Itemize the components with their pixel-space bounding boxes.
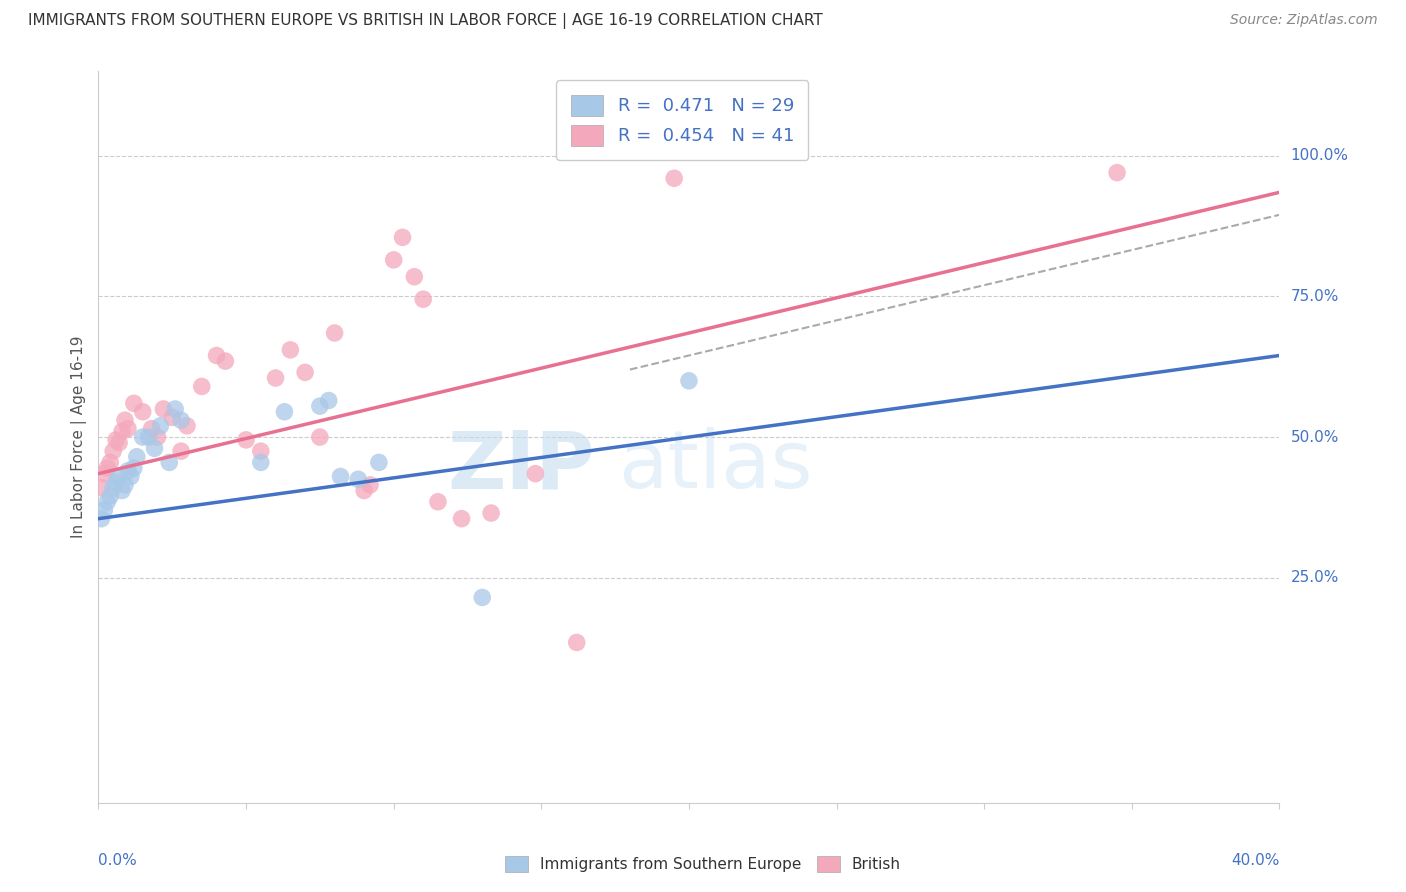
Point [165, 401, 187, 416]
Point [273, 405, 295, 419]
Point [309, 430, 332, 444]
Point [152, 401, 174, 416]
Point [93, 467, 115, 481]
Point [114, 413, 136, 427]
Point [141, 422, 163, 436]
Point [318, 393, 340, 408]
Point [90, 511, 112, 525]
Point [359, 478, 381, 492]
Text: 0.0%: 0.0% [98, 854, 138, 869]
Point [132, 405, 155, 419]
Point [105, 433, 128, 447]
Point [103, 481, 125, 495]
Point [108, 469, 131, 483]
Point [105, 475, 128, 489]
Point [170, 444, 193, 458]
Point [309, 399, 332, 413]
Point [323, 326, 346, 340]
Legend: R =  0.471   N = 29, R =  0.454   N = 41: R = 0.471 N = 29, R = 0.454 N = 41 [557, 80, 808, 160]
Point [664, 171, 686, 186]
Point [235, 433, 257, 447]
Y-axis label: In Labor Force | Age 16-19: In Labor Force | Age 16-19 [72, 335, 87, 539]
Point [132, 430, 155, 444]
Point [125, 450, 148, 464]
Point [114, 478, 136, 492]
Point [329, 469, 352, 483]
Point [117, 464, 139, 478]
Point [678, 374, 700, 388]
Point [1105, 166, 1128, 180]
Point [108, 435, 131, 450]
Point [143, 442, 166, 456]
Text: atlas: atlas [619, 427, 813, 506]
Point [264, 371, 287, 385]
Point [205, 349, 228, 363]
Text: ZIP: ZIP [447, 427, 595, 506]
Point [90, 481, 112, 495]
Point [368, 455, 391, 469]
Point [111, 425, 134, 439]
Point [353, 483, 375, 498]
Point [471, 591, 494, 605]
Point [122, 461, 145, 475]
Point [96, 495, 118, 509]
Point [214, 354, 236, 368]
Point [191, 379, 214, 393]
Point [176, 418, 198, 433]
Text: 40.0%: 40.0% [1232, 854, 1279, 869]
Point [404, 269, 426, 284]
Point [93, 503, 115, 517]
Legend: Immigrants from Southern Europe, British: Immigrants from Southern Europe, British [498, 848, 908, 880]
Point [138, 430, 160, 444]
Point [122, 396, 145, 410]
Text: Source: ZipAtlas.com: Source: ZipAtlas.com [1230, 13, 1378, 28]
Point [278, 343, 302, 357]
Point [294, 365, 316, 379]
Point [117, 422, 139, 436]
Point [98, 489, 121, 503]
Point [250, 444, 273, 458]
Text: IMMIGRANTS FROM SOUTHERN EUROPE VS BRITISH IN LABOR FORCE | AGE 16-19 CORRELATIO: IMMIGRANTS FROM SOUTHERN EUROPE VS BRITI… [28, 13, 823, 29]
Point [347, 472, 370, 486]
Point [382, 252, 405, 267]
Point [103, 444, 125, 458]
Point [146, 430, 169, 444]
Point [98, 455, 121, 469]
Point [427, 495, 450, 509]
Text: 50.0%: 50.0% [1291, 430, 1339, 444]
Point [412, 292, 434, 306]
Point [565, 635, 588, 649]
Point [524, 467, 547, 481]
Point [157, 455, 180, 469]
Point [479, 506, 502, 520]
Point [170, 413, 193, 427]
Text: 25.0%: 25.0% [1291, 570, 1339, 585]
Point [149, 418, 172, 433]
Text: 100.0%: 100.0% [1291, 148, 1348, 163]
Point [96, 461, 118, 475]
Point [450, 511, 472, 525]
Point [162, 410, 183, 425]
Point [111, 483, 134, 498]
Text: 75.0%: 75.0% [1291, 289, 1339, 304]
Point [120, 469, 142, 483]
Point [391, 230, 413, 244]
Point [250, 455, 273, 469]
